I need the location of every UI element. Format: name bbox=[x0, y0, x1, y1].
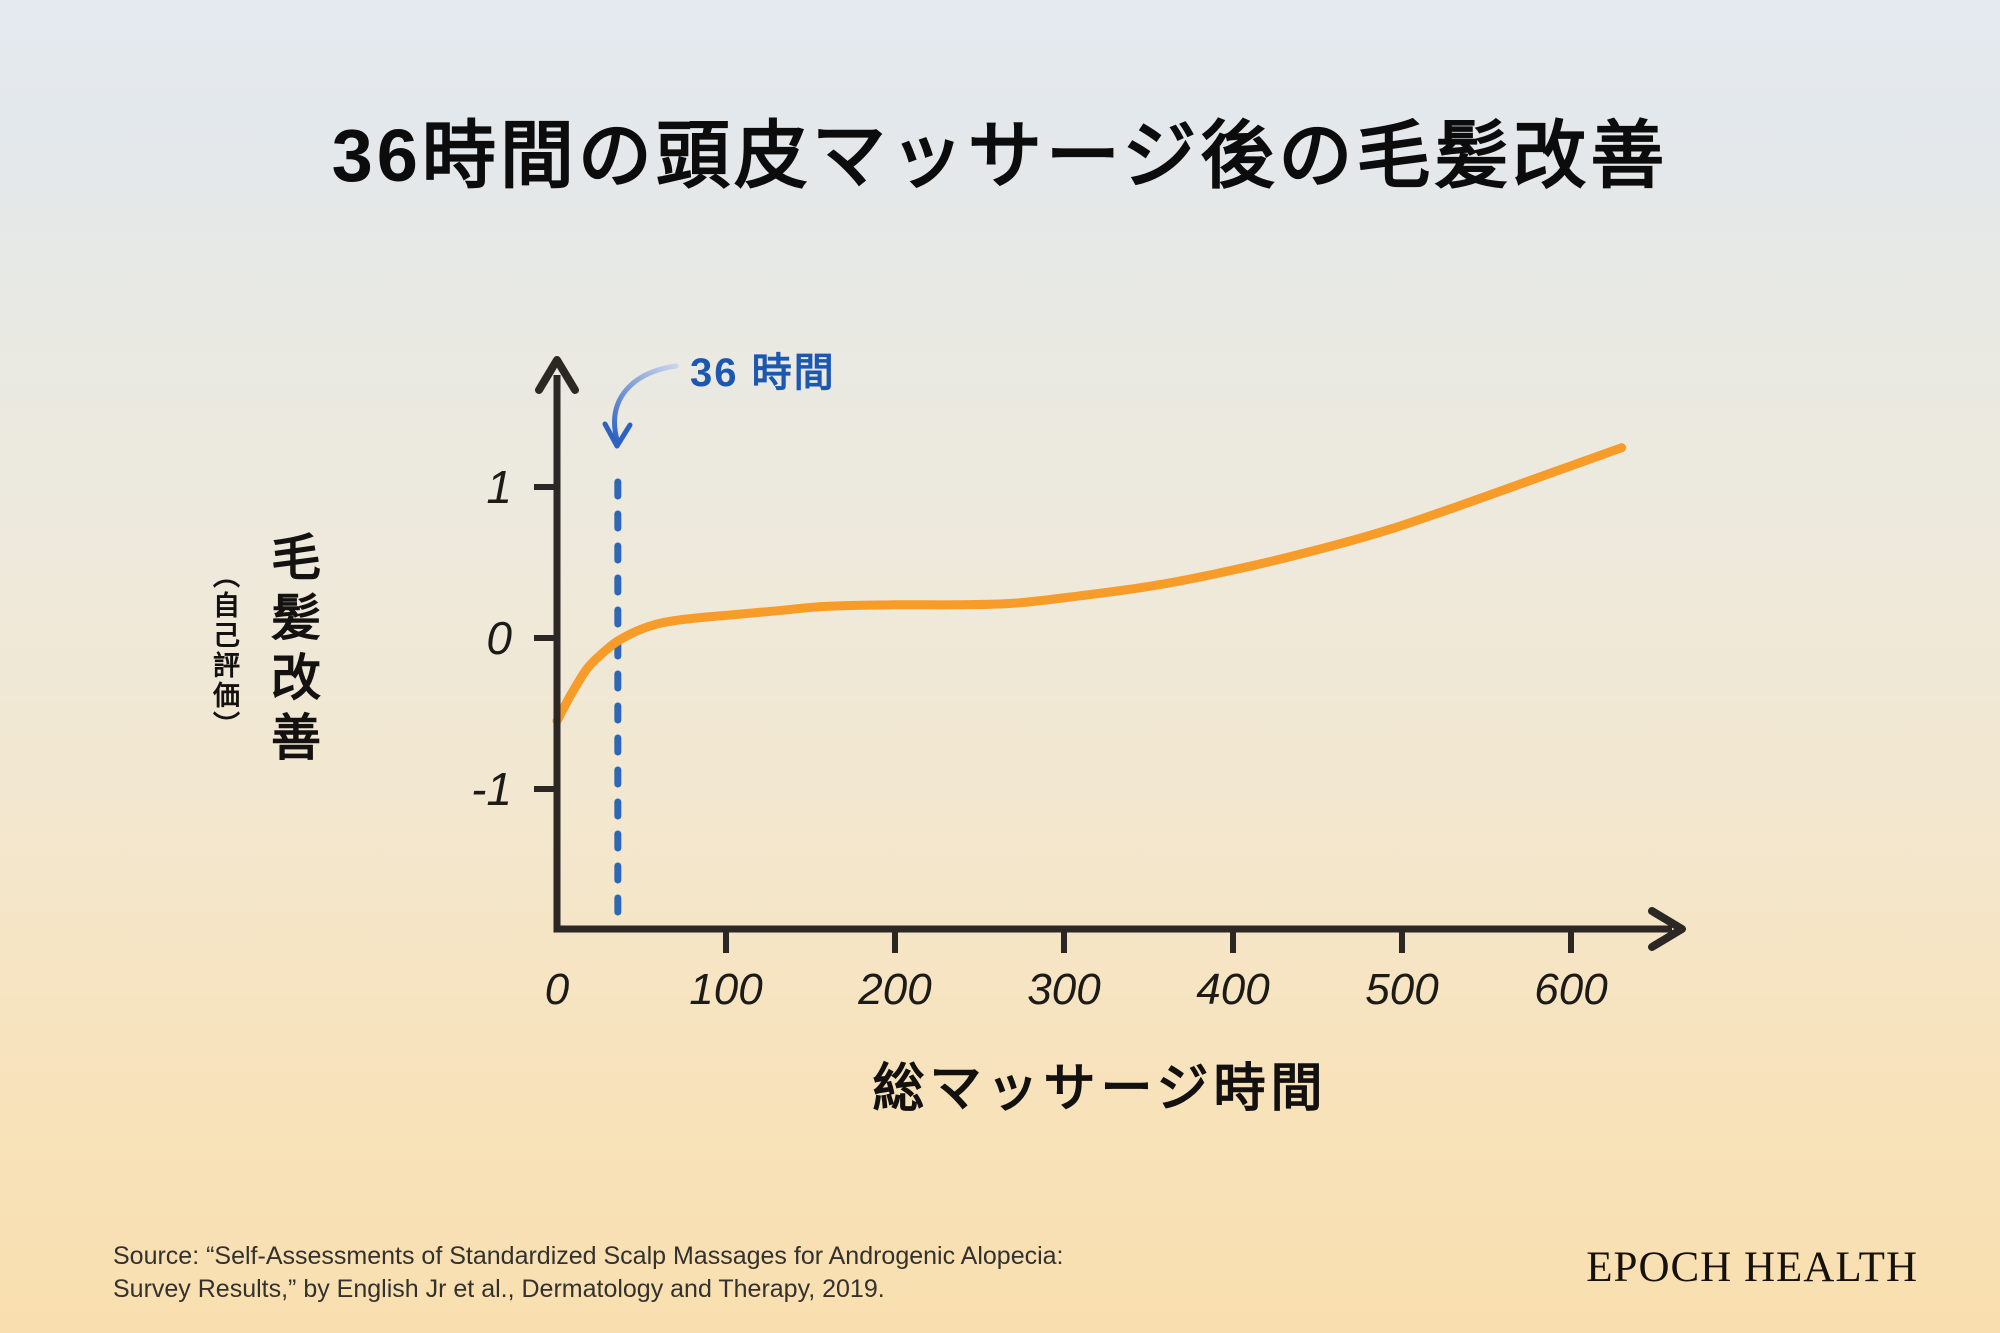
y-axis-title-sub: （自己評価） bbox=[209, 561, 239, 741]
x-axis-title: 総マッサージ時間 bbox=[872, 1060, 1328, 1118]
x-tick-label: 300 bbox=[1027, 965, 1101, 1014]
epoch-health-logo: EPOCH HEALTH bbox=[1586, 1244, 1918, 1291]
source-line-1: Source: “Self-Assessments of Standardize… bbox=[113, 1242, 1064, 1270]
x-axis-arrowhead-icon bbox=[1648, 907, 1686, 951]
annotation-arrow bbox=[612, 363, 679, 443]
axes-lines bbox=[553, 375, 1672, 933]
y-axis-arrowhead-icon bbox=[535, 356, 579, 394]
y-tick-label: -1 bbox=[471, 763, 512, 815]
y-axis-title: 毛髪改善 （自己評価） bbox=[205, 520, 328, 782]
source-line-2: Survey Results,” by English Jr et al., D… bbox=[113, 1275, 885, 1303]
annotation-36h-label: 36 時間 bbox=[690, 351, 836, 395]
x-tick-label: 600 bbox=[1534, 965, 1608, 1014]
x-tick-label: 0 bbox=[545, 965, 570, 1014]
y-tick-label: 1 bbox=[486, 461, 512, 513]
x-tick-label: 200 bbox=[857, 965, 932, 1014]
curve-hair-improvement bbox=[552, 443, 1627, 726]
chart-title: 36時間の頭皮マッサージ後の毛髪改善 bbox=[331, 114, 1669, 197]
annotation-arrowhead-icon bbox=[602, 421, 633, 449]
y-tick-label: 0 bbox=[486, 612, 512, 664]
x-tick-label: 500 bbox=[1365, 965, 1439, 1014]
y-axis-title-main: 毛髪改善 bbox=[264, 531, 320, 771]
source-citation: Source: “Self-Assessments of Standardize… bbox=[113, 1240, 1064, 1306]
x-tick-label: 100 bbox=[689, 965, 763, 1014]
x-tick-label: 400 bbox=[1196, 965, 1270, 1014]
